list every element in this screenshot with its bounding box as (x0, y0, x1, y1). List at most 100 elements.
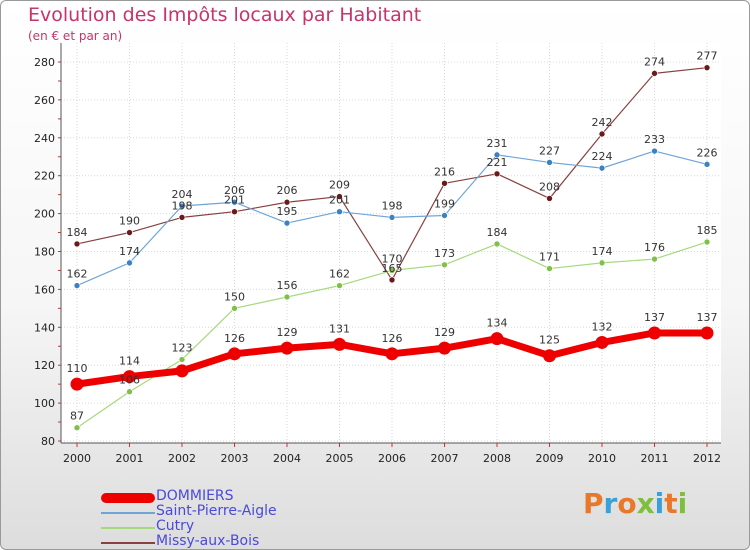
proxiti-logo: Proxiti (583, 487, 687, 520)
data-point-dommiers (280, 341, 294, 355)
data-point-saint-pierre-aigle (231, 198, 238, 206)
y-tick-label: 160 (34, 283, 55, 296)
legend-swatch (101, 542, 155, 544)
data-point-cutry (651, 255, 658, 263)
legend-label: Missy-aux-Bois (156, 533, 260, 549)
data-point-saint-pierre-aigle (178, 202, 186, 210)
data-point-dommiers (333, 337, 346, 351)
data-label-missy-aux-bois: 165 (382, 262, 403, 275)
data-point-saint-pierre-aigle (703, 161, 711, 168)
data-label-saint-pierre-aigle: 204 (172, 188, 193, 201)
y-tick-label: 80 (41, 435, 55, 448)
data-point-missy-aux-bois (703, 64, 711, 71)
legend-swatch (101, 527, 155, 529)
data-label-dommiers: 134 (487, 317, 508, 330)
data-label-saint-pierre-aigle: 226 (697, 146, 718, 159)
data-point-cutry (493, 240, 501, 248)
data-point-missy-aux-bois (441, 179, 448, 187)
logo-letter: x (636, 487, 655, 520)
x-tick-label: 2000 (63, 452, 91, 465)
data-label-missy-aux-bois: 201 (224, 194, 245, 207)
x-tick-label: 2011 (641, 452, 669, 465)
legend-swatch (101, 512, 155, 514)
data-label-missy-aux-bois: 216 (434, 165, 455, 178)
y-tick-label: 100 (34, 397, 55, 410)
data-label-dommiers: 110 (67, 362, 88, 375)
y-tick-label: 180 (34, 246, 55, 259)
data-point-cutry (231, 305, 238, 312)
data-point-saint-pierre-aigle (651, 147, 658, 155)
logo-letter: P (583, 487, 604, 520)
data-label-saint-pierre-aigle: 198 (382, 199, 403, 212)
data-label-dommiers: 132 (592, 320, 613, 333)
data-label-cutry: 173 (434, 247, 455, 260)
data-point-dommiers (175, 364, 189, 378)
data-label-dommiers: 126 (382, 332, 403, 345)
logo-letter: i (654, 487, 665, 520)
data-label-missy-aux-bois: 208 (539, 180, 560, 193)
data-point-cutry (283, 293, 291, 301)
x-tick-label: 2004 (273, 452, 301, 465)
series-cutry (73, 238, 711, 432)
y-tick-label: 140 (34, 321, 55, 334)
x-tick-label: 2005 (326, 452, 354, 465)
data-label-cutry: 176 (644, 241, 665, 254)
data-label-missy-aux-bois: 190 (119, 215, 140, 228)
data-point-saint-pierre-aigle (598, 164, 606, 172)
data-point-dommiers (543, 349, 556, 363)
chart-subtitle: (en € et par an) (28, 29, 123, 43)
data-label-cutry: 162 (329, 268, 350, 281)
data-label-missy-aux-bois: 274 (644, 55, 665, 68)
data-label-cutry: 106 (119, 374, 140, 387)
data-label-saint-pierre-aigle: 199 (434, 197, 455, 210)
data-label-saint-pierre-aigle: 233 (644, 133, 665, 146)
data-point-dommiers (385, 347, 399, 361)
data-point-missy-aux-bois (73, 240, 81, 248)
data-label-cutry: 150 (224, 290, 245, 303)
legend-swatch (101, 493, 155, 503)
y-tick-label: 120 (34, 359, 55, 372)
data-label-saint-pierre-aigle: 231 (487, 137, 508, 150)
data-point-saint-pierre-aigle (283, 219, 291, 227)
data-point-dommiers (123, 370, 136, 384)
chart-title: Evolution des Impôts locaux par Habitant (28, 4, 422, 26)
data-point-missy-aux-bois (178, 214, 186, 221)
data-point-missy-aux-bois (546, 195, 553, 202)
data-point-cutry (546, 265, 553, 272)
data-point-cutry (703, 238, 711, 246)
data-point-cutry (73, 424, 81, 432)
data-label-missy-aux-bois: 221 (487, 156, 508, 169)
data-point-saint-pierre-aigle (441, 212, 448, 219)
legend-label: Saint-Pierre-Aigle (156, 503, 277, 519)
x-tick-label: 2012 (693, 452, 721, 465)
logo-letter: o (617, 487, 637, 520)
data-point-missy-aux-bois (651, 70, 658, 77)
data-point-saint-pierre-aigle (546, 159, 553, 166)
x-tick-label: 2009 (536, 452, 564, 465)
x-tick-label: 2006 (378, 452, 406, 465)
data-label-dommiers: 137 (644, 311, 665, 324)
series-dommiers (70, 326, 714, 391)
data-point-dommiers (490, 332, 504, 346)
data-point-missy-aux-bois (231, 208, 238, 216)
logo-letter: t (664, 487, 678, 520)
data-point-missy-aux-bois (493, 170, 501, 178)
legend-label: Cutry (156, 518, 195, 534)
data-point-missy-aux-bois (388, 276, 396, 284)
data-label-saint-pierre-aigle: 206 (224, 184, 245, 197)
x-tick-label: 2008 (483, 452, 511, 465)
data-label-cutry: 123 (172, 342, 193, 355)
data-label-cutry: 170 (382, 252, 403, 265)
x-tick-label: 2007 (431, 452, 459, 465)
y-tick-label: 240 (34, 132, 55, 145)
data-point-cutry (441, 261, 448, 269)
data-label-dommiers: 126 (224, 332, 245, 345)
y-tick-label: 260 (34, 94, 55, 107)
y-tick-label: 280 (34, 56, 55, 69)
data-label-dommiers: 137 (697, 311, 718, 324)
data-point-dommiers (595, 335, 609, 349)
data-label-dommiers: 129 (434, 326, 455, 339)
logo-letter: i (677, 487, 688, 520)
